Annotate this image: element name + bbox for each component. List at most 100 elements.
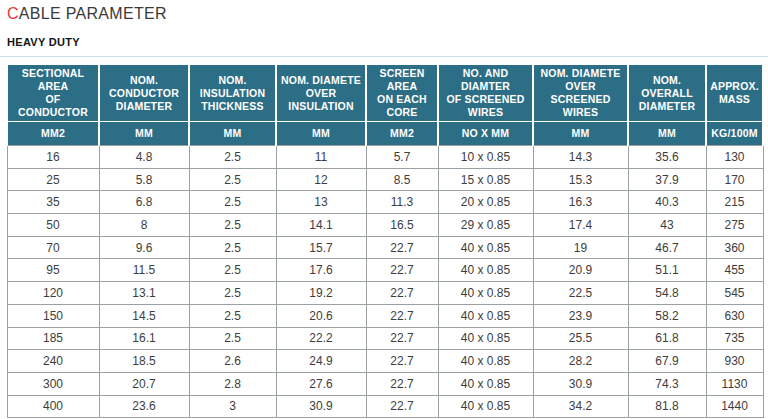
- unit-header: MM: [533, 122, 628, 146]
- table-cell: 735: [706, 327, 763, 350]
- table-cell: 27.6: [276, 372, 366, 395]
- table-row: 709.62.515.722.740 x 0.851946.7360: [7, 236, 763, 259]
- table-cell: 14.3: [533, 146, 628, 169]
- table-cell: 2.5: [189, 146, 276, 169]
- page-subtitle: HEAVY DUTY: [7, 36, 768, 48]
- table-cell: 22.7: [366, 395, 438, 418]
- table-cell: 545: [706, 282, 763, 305]
- table-cell: 28.2: [533, 350, 628, 373]
- table-cell: 1440: [706, 395, 763, 418]
- table-cell: 19: [533, 236, 628, 259]
- table-cell: 40 x 0.85: [438, 372, 533, 395]
- table-cell: 15 x 0.85: [438, 168, 533, 191]
- unit-header: MM: [276, 122, 366, 146]
- table-cell: 10 x 0.85: [438, 146, 533, 169]
- table-cell: 2.5: [189, 282, 276, 305]
- table-cell: 23.6: [99, 395, 189, 418]
- table-cell: 61.8: [628, 327, 706, 350]
- table-cell: 22.7: [366, 327, 438, 350]
- table-row: 15014.52.520.622.740 x 0.8523.958.2630: [7, 304, 763, 327]
- table-row: 255.82.5128.515 x 0.8515.337.9170: [7, 168, 763, 191]
- table-row: 18516.12.522.222.740 x 0.8525.561.8735: [7, 327, 763, 350]
- table-cell: 40 x 0.85: [438, 350, 533, 373]
- table-cell: 22.7: [366, 259, 438, 282]
- table-cell: 22.5: [533, 282, 628, 305]
- table-cell: 13.1: [99, 282, 189, 305]
- table-cell: 22.2: [276, 327, 366, 350]
- table-cell: 29 x 0.85: [438, 214, 533, 237]
- table-cell: 215: [706, 191, 763, 214]
- unit-header: MM2: [7, 122, 99, 146]
- table-cell: 16.1: [99, 327, 189, 350]
- header-row: SECTIONAL AREA OF CONDUCTORNOM. CONDUCTO…: [7, 65, 763, 122]
- table-cell: 67.9: [628, 350, 706, 373]
- table-cell: 8: [99, 214, 189, 237]
- table-cell: 70: [7, 236, 99, 259]
- table-cell: 40 x 0.85: [438, 282, 533, 305]
- unit-header: MM: [99, 122, 189, 146]
- table-cell: 40.3: [628, 191, 706, 214]
- table-cell: 22.7: [366, 282, 438, 305]
- column-header: NOM. CONDUCTOR DIAMETER: [99, 65, 189, 122]
- column-header: NOM. OVERALL DIAMETER: [628, 65, 706, 122]
- table-cell: 3: [189, 395, 276, 418]
- table-cell: 240: [7, 350, 99, 373]
- table-cell: 22.7: [366, 304, 438, 327]
- table-cell: 2.5: [189, 214, 276, 237]
- table-head: SECTIONAL AREA OF CONDUCTORNOM. CONDUCTO…: [7, 65, 763, 146]
- table-cell: 37.9: [628, 168, 706, 191]
- table-cell: 2.6: [189, 350, 276, 373]
- table-cell: 17.4: [533, 214, 628, 237]
- units-row: MM2MMMMMMMM2NO X MMMMMMKG/100M: [7, 122, 763, 146]
- table-cell: 2.5: [189, 327, 276, 350]
- table-cell: 2.8: [189, 372, 276, 395]
- table-cell: 20.7: [99, 372, 189, 395]
- column-header: NOM. INSULATION THICKNESS: [189, 65, 276, 122]
- table-cell: 95: [7, 259, 99, 282]
- unit-header: MM: [628, 122, 706, 146]
- table-cell: 16.5: [366, 214, 438, 237]
- table-cell: 20.6: [276, 304, 366, 327]
- table-cell: 14.1: [276, 214, 366, 237]
- table-row: 12013.12.519.222.740 x 0.8522.554.8545: [7, 282, 763, 305]
- table-body: 164.82.5115.710 x 0.8514.335.6130255.82.…: [7, 146, 763, 418]
- table-cell: 12: [276, 168, 366, 191]
- table-cell: 15.3: [533, 168, 628, 191]
- table-cell: 40 x 0.85: [438, 259, 533, 282]
- table-row: 164.82.5115.710 x 0.8514.335.6130: [7, 146, 763, 169]
- table-cell: 34.2: [533, 395, 628, 418]
- table-row: 30020.72.827.622.740 x 0.8530.974.31130: [7, 372, 763, 395]
- table-cell: 11.5: [99, 259, 189, 282]
- table-row: 9511.52.517.622.740 x 0.8520.951.1455: [7, 259, 763, 282]
- table-row: 40023.6330.922.740 x 0.8534.281.81440: [7, 395, 763, 418]
- column-header: NOM. DIAMETE OVER SCREENED WIRES: [533, 65, 628, 122]
- table-cell: 22.7: [366, 236, 438, 259]
- table-cell: 150: [7, 304, 99, 327]
- table-cell: 50: [7, 214, 99, 237]
- table-cell: 25.5: [533, 327, 628, 350]
- table-cell: 35.6: [628, 146, 706, 169]
- unit-header: NO X MM: [438, 122, 533, 146]
- table-cell: 11: [276, 146, 366, 169]
- table-cell: 15.7: [276, 236, 366, 259]
- table-cell: 455: [706, 259, 763, 282]
- table-cell: 185: [7, 327, 99, 350]
- table-cell: 120: [7, 282, 99, 305]
- column-header: NOM. DIAMETE OVER INSULATION: [276, 65, 366, 122]
- table-cell: 40 x 0.85: [438, 395, 533, 418]
- table-cell: 22.7: [366, 372, 438, 395]
- table-cell: 5.8: [99, 168, 189, 191]
- table-cell: 16.3: [533, 191, 628, 214]
- section-divider: [0, 56, 768, 57]
- table-cell: 8.5: [366, 168, 438, 191]
- column-header: SECTIONAL AREA OF CONDUCTOR: [7, 65, 99, 122]
- page-title-accent-letter: C: [7, 5, 19, 22]
- table-cell: 930: [706, 350, 763, 373]
- table-cell: 81.8: [628, 395, 706, 418]
- table-cell: 275: [706, 214, 763, 237]
- table-cell: 14.5: [99, 304, 189, 327]
- page-title-text: ABLE PARAMETER: [19, 5, 167, 22]
- table-cell: 170: [706, 168, 763, 191]
- table-cell: 54.8: [628, 282, 706, 305]
- table-cell: 2.5: [189, 236, 276, 259]
